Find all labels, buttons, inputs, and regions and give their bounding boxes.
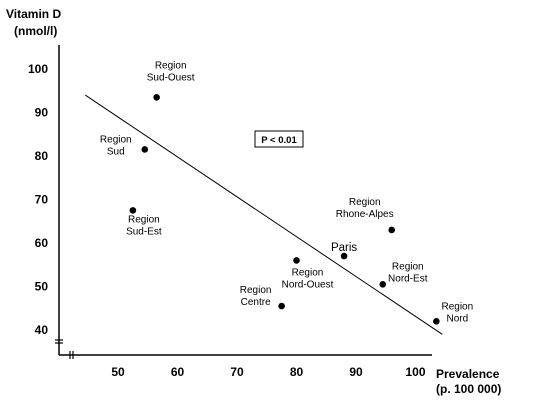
point-label: Sud-Est (126, 226, 162, 237)
data-point (388, 226, 396, 234)
p-value-text: P < 0.01 (261, 135, 297, 146)
y-tick-label: 40 (35, 323, 49, 337)
y-tick-label: 60 (35, 236, 49, 250)
x-tick-label: 100 (405, 365, 425, 379)
x-tick-label: 80 (290, 365, 304, 379)
point-label: Region (128, 214, 160, 225)
point-label: Nord-Est (388, 273, 428, 284)
data-point (129, 207, 137, 214)
point-label: Sud (107, 146, 125, 157)
y-tick-label: 50 (35, 280, 49, 294)
y-axis-title-line2: (nmol/l) (14, 24, 57, 38)
x-tick-label: 90 (349, 365, 363, 379)
data-point (141, 146, 149, 153)
tick-labels: 50 60 70 80 90 100 40 50 60 70 80 90 100 (28, 62, 426, 379)
point-label: Region (240, 285, 272, 296)
trendline (84, 94, 443, 335)
chart-marks: RegionSud-OuestRegionSudRegionSud-EstReg… (84, 60, 473, 335)
data-point (293, 257, 300, 264)
data-point (379, 281, 387, 288)
data-point (340, 252, 348, 260)
x-tick-label: 70 (230, 365, 244, 379)
point-label: Nord-Ouest (282, 279, 334, 290)
point-label: Nord (446, 313, 468, 324)
point-label: Region (441, 301, 473, 312)
point-label: Paris (331, 242, 357, 254)
x-axis-title-line2: (p. 100 000) (436, 382, 501, 396)
y-axis-break (55, 339, 63, 344)
p-value-annotation: P < 0.01 (254, 130, 304, 148)
data-point (433, 318, 440, 325)
point-label: Centre (241, 297, 271, 308)
data-point (278, 302, 285, 310)
point-label: Region (349, 197, 381, 208)
y-tick-label: 70 (35, 193, 49, 207)
point-label: Sud-Ouest (147, 72, 195, 83)
point-label: Region (155, 60, 187, 71)
x-tick-label: 50 (111, 365, 125, 379)
x-tick-label: 60 (171, 365, 185, 379)
point-label: Region (392, 261, 424, 272)
y-tick-label: 100 (28, 62, 48, 76)
x-axis-break (69, 351, 74, 359)
y-tick-label: 90 (35, 106, 49, 120)
point-label: Rhone-Alpes (336, 209, 394, 220)
point-label: Region (100, 134, 132, 145)
y-tick-label: 80 (35, 149, 49, 163)
x-axis-title-line1: Prevalence (436, 367, 500, 381)
y-axis-title-line1: Vitamin D (6, 7, 61, 21)
data-point (153, 93, 160, 101)
point-label: Region (292, 267, 324, 278)
